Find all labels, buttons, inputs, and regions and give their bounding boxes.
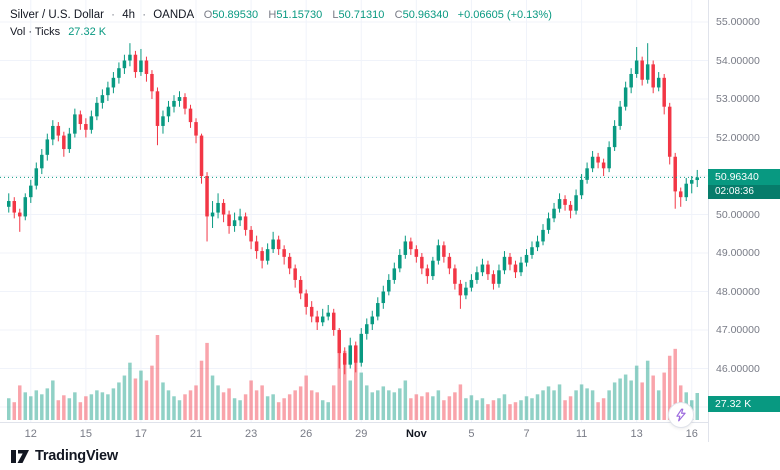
legend-separator: · (142, 9, 147, 21)
price-axis-label: 46.00000 (716, 362, 760, 375)
time-axis-label: 21 (189, 428, 203, 440)
tradingview-logo-text: TradingView (35, 448, 118, 464)
high-value: 51.15730 (276, 9, 323, 21)
open-value: 50.89530 (212, 9, 259, 21)
lightning-icon (676, 408, 686, 422)
time-axis-label: 11 (575, 428, 588, 440)
chart-legend: Silver / U.S. Dollar · 4h · OANDA O50.89… (10, 7, 552, 38)
low-value: 50.71310 (338, 9, 385, 21)
time-axis-label: 12 (24, 428, 37, 440)
legend-separator: · (111, 9, 115, 21)
low-label: L (332, 9, 339, 21)
volume-label[interactable]: Vol · Ticks (10, 26, 61, 38)
change-value: +0.06605 (+0.13%) (457, 9, 552, 21)
time-axis-label: 13 (630, 428, 643, 440)
tradingview-logo-icon (11, 449, 29, 463)
time-axis[interactable]: 12 15 17 21 23 26 29 Nov 5 7 11 13 16 (0, 423, 708, 442)
time-axis-label: Nov (405, 428, 427, 440)
price-axis-separator (708, 0, 709, 442)
interval-value[interactable]: 4h (122, 9, 135, 21)
instant-trading-button[interactable] (668, 402, 694, 428)
volume-axis-badge: 27.32 K (708, 396, 780, 412)
price-axis-label: 47.00000 (716, 324, 760, 336)
tradingview-logo[interactable]: TradingView (10, 448, 118, 464)
price-axis-label: 50.00000 (716, 208, 760, 221)
symbol-name[interactable]: Silver / U.S. Dollar (10, 9, 104, 21)
price-axis-label: 48.00000 (716, 285, 760, 298)
exchange-name[interactable]: OANDA (153, 9, 194, 21)
close-label: C (394, 9, 403, 21)
time-axis-label: 23 (244, 428, 258, 440)
time-axis-separator (0, 422, 708, 423)
price-axis-label: 55.00000 (716, 16, 760, 28)
last-price-value: 50.96340 (708, 169, 780, 186)
price-axis-label: 52.00000 (716, 131, 760, 144)
high-label: H (268, 9, 277, 21)
price-axis[interactable]: 55.0000054.0000053.0000052.0000051.00000… (709, 0, 780, 422)
price-axis-label: 54.00000 (716, 54, 760, 67)
close-value: 50.96340 (402, 9, 449, 21)
time-axis-label: 15 (79, 428, 92, 440)
time-axis-label: 17 (134, 428, 148, 440)
symbol-legend-row: Silver / U.S. Dollar · 4h · OANDA O50.89… (10, 7, 552, 24)
time-axis-label: 5 (468, 428, 475, 440)
last-price-badge: 50.96340 02:08:36 (708, 169, 780, 200)
time-axis-label: 16 (685, 428, 698, 440)
time-axis-label: 29 (355, 428, 368, 440)
bar-countdown: 02:08:36 (708, 185, 780, 200)
volume-legend-row: Vol · Ticks 27.32 K (10, 26, 552, 38)
time-axis-label: 7 (523, 428, 530, 440)
open-label: O (203, 9, 213, 21)
price-axis-label: 53.00000 (716, 93, 760, 105)
time-axis-label: 26 (300, 428, 313, 440)
price-axis-label: 49.00000 (716, 247, 760, 259)
volume-value: 27.32 K (68, 26, 107, 38)
